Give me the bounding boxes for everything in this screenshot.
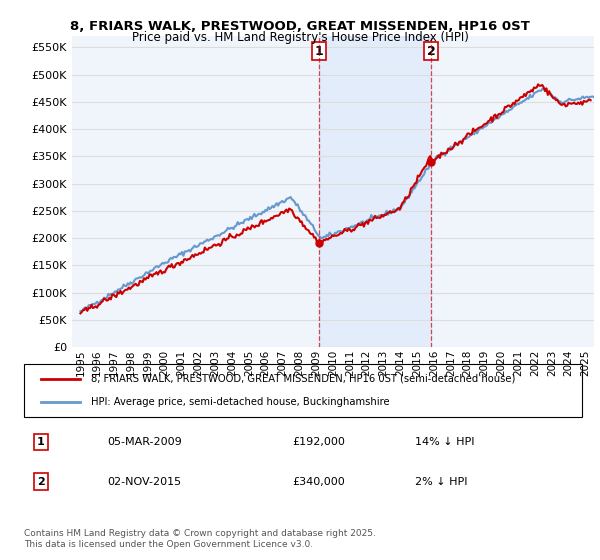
Text: 2% ↓ HPI: 2% ↓ HPI [415, 477, 467, 487]
Text: 02-NOV-2015: 02-NOV-2015 [108, 477, 182, 487]
Text: 05-MAR-2009: 05-MAR-2009 [108, 437, 182, 447]
Text: 8, FRIARS WALK, PRESTWOOD, GREAT MISSENDEN, HP16 0ST (semi-detached house): 8, FRIARS WALK, PRESTWOOD, GREAT MISSEND… [91, 374, 515, 384]
Text: 1: 1 [37, 437, 44, 447]
Text: 2: 2 [37, 477, 44, 487]
Bar [319, 36, 431, 347]
Text: £192,000: £192,000 [292, 437, 345, 447]
Text: Price paid vs. HM Land Registry's House Price Index (HPI): Price paid vs. HM Land Registry's House … [131, 31, 469, 44]
Text: 2: 2 [427, 45, 436, 58]
Text: Contains HM Land Registry data © Crown copyright and database right 2025.
This d: Contains HM Land Registry data © Crown c… [24, 529, 376, 549]
Text: 1: 1 [314, 45, 323, 58]
Text: 8, FRIARS WALK, PRESTWOOD, GREAT MISSENDEN, HP16 0ST: 8, FRIARS WALK, PRESTWOOD, GREAT MISSEND… [70, 20, 530, 32]
Text: £340,000: £340,000 [292, 477, 344, 487]
Text: HPI: Average price, semi-detached house, Buckinghamshire: HPI: Average price, semi-detached house,… [91, 397, 389, 407]
Text: 14% ↓ HPI: 14% ↓ HPI [415, 437, 474, 447]
